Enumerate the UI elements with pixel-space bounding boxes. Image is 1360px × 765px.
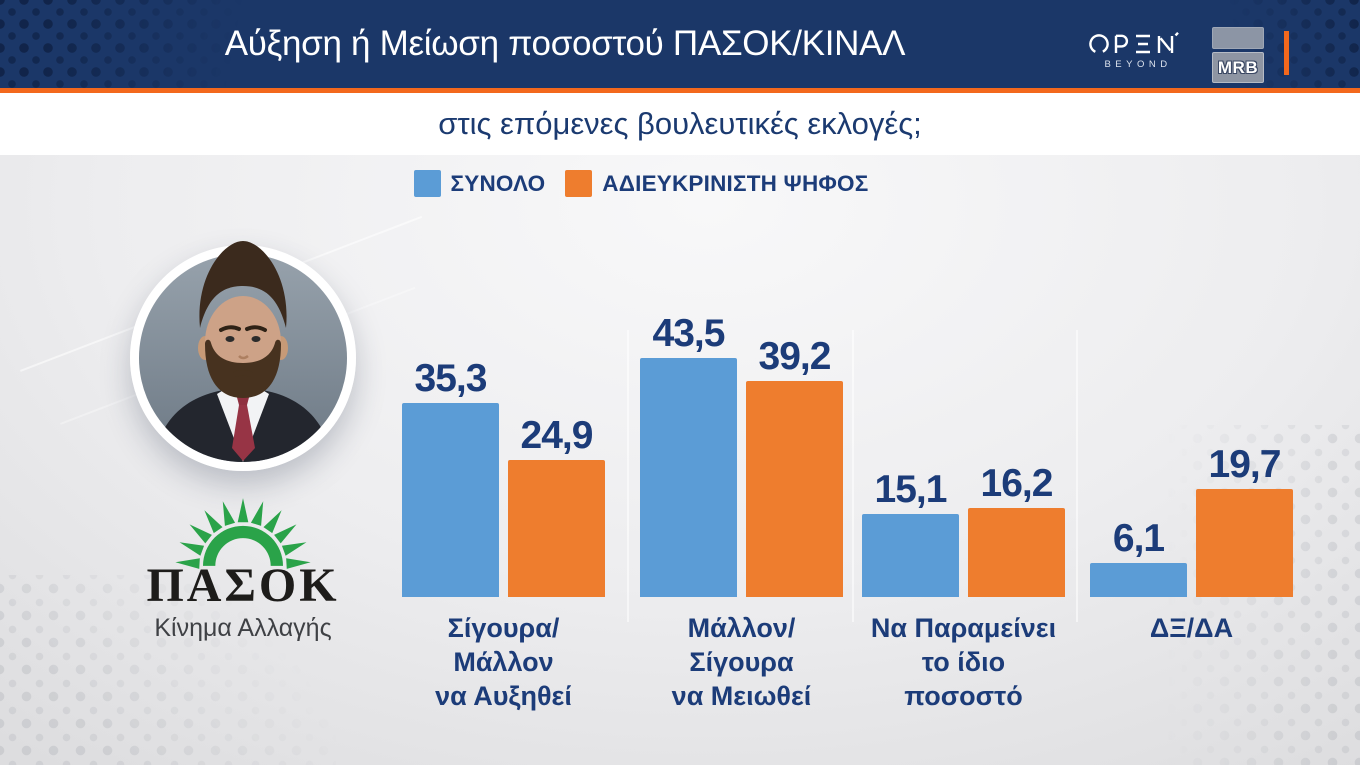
bar-value-label: 43,5 [652, 312, 726, 355]
mrb-logo: MRB [1212, 27, 1264, 83]
header-dot-pattern-left [0, 0, 288, 88]
legend-label: ΑΔΙΕΥΚΡΙΝΙΣΤΗ ΨΗΦΟΣ [602, 170, 869, 196]
party-name: ΠΑΣΟΚ [146, 559, 340, 612]
bar-undecided [746, 381, 843, 597]
party-logo: ΠΑΣΟΚ Κίνημα Αλλαγής [108, 472, 378, 643]
bar-column: 15,1 [862, 470, 959, 597]
chart-legend: ΣΥΝΟΛΟ ΑΔΙΕΥΚΡΙΝΙΣΤΗ ΨΗΦΟΣ [0, 170, 1321, 197]
legend-item: ΑΔΙΕΥΚΡΙΝΙΣΤΗ ΨΗΦΟΣ [565, 170, 868, 197]
bar-group: 43,5 39,2 [640, 295, 843, 597]
bar-value-label: 39,2 [758, 335, 832, 378]
bar-value-label: 24,9 [520, 414, 594, 457]
chart-area: ΣΥΝΟΛΟ ΑΔΙΕΥΚΡΙΝΙΣΤΗ ΨΗΦΟΣ [0, 155, 1360, 765]
legend-swatch [565, 170, 593, 197]
leader-photo [130, 241, 356, 471]
legend-label: ΣΥΝΟΛΟ [450, 170, 546, 196]
category-label: Να Παραμείνει το ίδιο ποσοστό [870, 613, 1057, 711]
bar-group: 15,1 16,2 [862, 295, 1065, 597]
bar-undecided [508, 460, 605, 597]
bar-total [640, 358, 737, 597]
bar-column: 19,7 [1196, 445, 1293, 597]
pasok-sun-icon [175, 498, 311, 569]
bar-column: 43,5 [640, 314, 737, 597]
header-bar: Αύξηση ή Μείωση ποσοστού ΠΑΣΟΚ/ΚΙΝΑΛ BEY… [0, 0, 1360, 88]
legend-item: ΣΥΝΟΛΟ [413, 170, 546, 197]
open-logo-icon [1089, 32, 1179, 54]
bar-column: 6,1 [1090, 519, 1187, 597]
page-subtitle: στις επόμενες βουλευτικές εκλογές; [438, 106, 922, 141]
bar-group: 35,3 24,9 [402, 295, 605, 597]
dot-pattern-bottom-left [0, 575, 336, 765]
bar-undecided [1196, 489, 1293, 597]
category-label: Σίγουρα/Μάλλον να Αυξηθεί [435, 613, 572, 711]
legend-swatch [413, 170, 441, 197]
orange-rule [0, 88, 1360, 93]
bar-column: 39,2 [746, 337, 843, 597]
orange-divider-tick [1284, 31, 1289, 75]
bar-value-label: 6,1 [1112, 517, 1165, 560]
bar-total [1090, 563, 1187, 597]
group-divider-line [627, 330, 629, 622]
bar-undecided [968, 508, 1065, 597]
bar-column: 16,2 [968, 464, 1065, 597]
bar-value-label: 35,3 [414, 357, 488, 400]
bar-column: 24,9 [508, 416, 605, 597]
bar-total [402, 403, 499, 597]
group-divider-line [1076, 330, 1078, 622]
bar-column: 35,3 [402, 359, 499, 597]
mrb-logo-top-box [1212, 27, 1264, 49]
open-logo-tagline: BEYOND [1104, 59, 1172, 70]
bar-value-label: 16,2 [980, 462, 1054, 505]
bar-group: 6,1 19,7 [1090, 295, 1293, 597]
category-label: ΔΞ/ΔΑ [1149, 613, 1234, 643]
subtitle-band: στις επόμενες βουλευτικές εκλογές; [0, 93, 1360, 155]
mrb-logo-label: MRB [1212, 52, 1264, 83]
leader-portrait-illustration [139, 241, 347, 462]
bar-value-label: 19,7 [1208, 443, 1282, 486]
group-divider-line [852, 330, 854, 622]
open-tv-logo: BEYOND [1085, 32, 1187, 70]
bar-value-label: 15,1 [874, 468, 948, 511]
bar-total [862, 514, 959, 597]
page-title: Αύξηση ή Μείωση ποσοστού ΠΑΣΟΚ/ΚΙΝΑΛ [224, 24, 906, 63]
party-tagline: Κίνημα Αλλαγής [154, 614, 332, 642]
category-label: Μάλλον/Σίγουρα να Μειωθεί [671, 613, 812, 711]
